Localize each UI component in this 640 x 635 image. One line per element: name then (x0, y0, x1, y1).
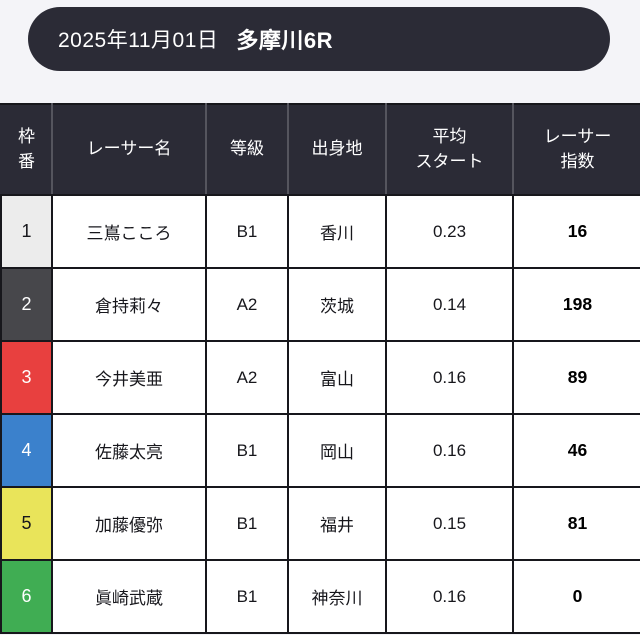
racer-index-cell: 16 (512, 194, 640, 269)
racer-row: 5 加藤優弥 B1 福井 0.15 81 (0, 486, 640, 561)
avg-start-cell: 0.16 (385, 340, 514, 415)
class-cell: B1 (205, 194, 289, 269)
origin-cell: 富山 (287, 340, 387, 415)
avg-start-cell: 0.16 (385, 559, 514, 634)
origin-cell: 神奈川 (287, 559, 387, 634)
racer-index-cell: 0 (512, 559, 640, 634)
origin-cell: 岡山 (287, 413, 387, 488)
class-cell: B1 (205, 486, 289, 561)
header-racer-index: レーサー 指数 (513, 103, 640, 196)
header-class: 等級 (206, 103, 289, 196)
class-cell: B1 (205, 559, 289, 634)
origin-cell: 福井 (287, 486, 387, 561)
frame-number-cell: 6 (0, 559, 53, 634)
racer-index-cell: 81 (512, 486, 640, 561)
avg-start-cell: 0.14 (385, 267, 514, 342)
racer-name-cell: 三嶌こころ (51, 194, 207, 269)
class-cell: B1 (205, 413, 289, 488)
racer-index-cell: 198 (512, 267, 640, 342)
racer-row: 3 今井美亜 A2 富山 0.16 89 (0, 340, 640, 415)
racer-row: 2 倉持莉々 A2 茨城 0.14 198 (0, 267, 640, 342)
racer-index-cell: 46 (512, 413, 640, 488)
class-cell: A2 (205, 267, 289, 342)
racer-name-cell: 倉持莉々 (51, 267, 207, 342)
frame-number-cell: 1 (0, 194, 53, 269)
racer-name-cell: 加藤優弥 (51, 486, 207, 561)
racer-name-cell: 今井美亜 (51, 340, 207, 415)
avg-start-cell: 0.16 (385, 413, 514, 488)
avg-start-cell: 0.23 (385, 194, 514, 269)
table-header-row: 枠 番 レーサー名 等級 出身地 平均 スタート レーサー 指数 (0, 103, 640, 196)
racer-name-cell: 佐藤太亮 (51, 413, 207, 488)
frame-number-cell: 3 (0, 340, 53, 415)
avg-start-cell: 0.15 (385, 486, 514, 561)
header-frame-number: 枠 番 (0, 103, 53, 196)
frame-number-cell: 2 (0, 267, 53, 342)
racer-name-cell: 眞崎武蔵 (51, 559, 207, 634)
racer-table: 枠 番 レーサー名 等級 出身地 平均 スタート レーサー 指数 1 三嶌こころ… (0, 103, 640, 634)
header-avg-start: 平均 スタート (386, 103, 514, 196)
header-origin: 出身地 (288, 103, 387, 196)
class-cell: A2 (205, 340, 289, 415)
origin-cell: 香川 (287, 194, 387, 269)
header-racer-name: レーサー名 (52, 103, 207, 196)
frame-number-cell: 4 (0, 413, 53, 488)
racer-index-cell: 89 (512, 340, 640, 415)
origin-cell: 茨城 (287, 267, 387, 342)
race-title: 多摩川6R (236, 28, 333, 53)
race-header: 2025年11月01日 多摩川6R (28, 7, 610, 71)
frame-number-cell: 5 (0, 486, 53, 561)
racer-row: 6 眞崎武蔵 B1 神奈川 0.16 0 (0, 559, 640, 634)
racer-row: 1 三嶌こころ B1 香川 0.23 16 (0, 194, 640, 269)
racer-row: 4 佐藤太亮 B1 岡山 0.16 46 (0, 413, 640, 488)
race-date: 2025年11月01日 (58, 29, 219, 52)
